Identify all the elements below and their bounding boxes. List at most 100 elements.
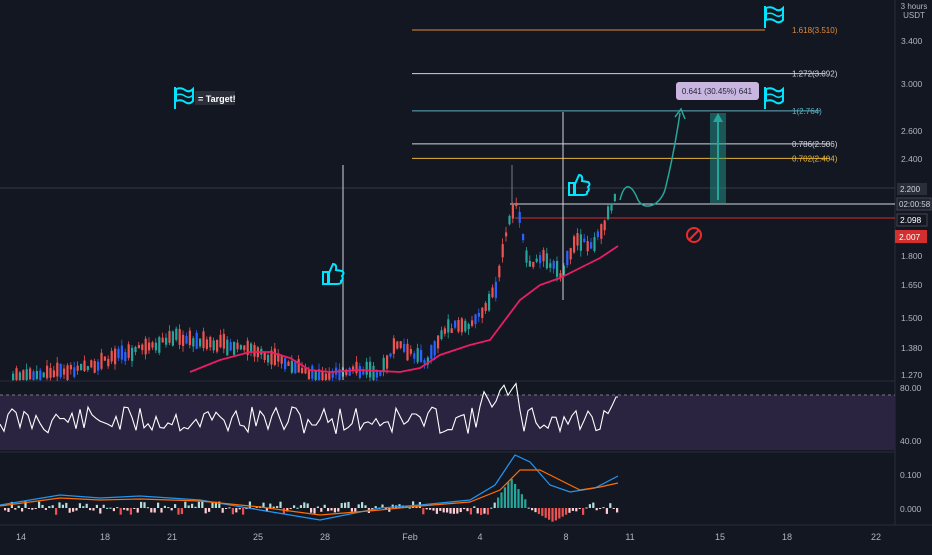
price-tick-label: 1.380 (901, 343, 923, 353)
macd-histogram-bar (7, 508, 10, 512)
macd-histogram-bar (112, 508, 115, 512)
candle (440, 330, 443, 339)
time-tick-label: 28 (320, 532, 330, 542)
macd-histogram-bar (469, 508, 472, 515)
time-tick-label: 15 (715, 532, 725, 542)
flag-icon (174, 86, 194, 109)
macd-histogram-bar (571, 508, 574, 511)
macd-histogram-bar (21, 508, 24, 512)
candle (195, 332, 198, 349)
candle (454, 320, 457, 328)
macd-histogram-bar (493, 502, 496, 508)
no-entry-icon (686, 227, 702, 243)
macd-histogram-bar (129, 508, 132, 515)
macd-histogram-bar (588, 504, 591, 508)
macd-histogram-bar (123, 508, 126, 510)
macd-histogram-bar (605, 508, 608, 514)
candle (212, 340, 215, 351)
macd-histogram-bar (214, 501, 217, 508)
candle (501, 244, 504, 258)
macd-histogram-bar (170, 508, 173, 511)
macd-histogram-bar (561, 508, 564, 517)
time-tick-label: 8 (563, 532, 568, 542)
candle (382, 357, 385, 373)
countdown-box (896, 197, 932, 211)
macd-histogram-bar (197, 501, 200, 508)
macd-histogram-bar (476, 508, 479, 514)
macd-histogram-bar (65, 502, 68, 508)
macd-histogram-bar (486, 508, 489, 515)
candle (596, 231, 599, 238)
candle (73, 367, 76, 377)
macd-histogram-bar (473, 506, 476, 508)
candle (236, 342, 239, 350)
fib-label: 0.702(2.404) (792, 154, 838, 163)
macd-histogram-bar (347, 501, 350, 508)
time-tick-label: 21 (167, 532, 177, 542)
time-tick-label: 11 (625, 532, 634, 542)
macd-histogram-bar (463, 508, 466, 510)
macd-histogram-bar (344, 502, 347, 508)
candle (535, 258, 538, 262)
macd-histogram-bar (592, 502, 595, 508)
macd-histogram-bar (235, 508, 238, 513)
macd-histogram-bar (126, 508, 129, 511)
macd-histogram-bar (167, 507, 170, 509)
macd-histogram-bar (146, 507, 149, 509)
candle (491, 287, 494, 298)
macd-histogram-bar (106, 507, 109, 509)
candle (192, 338, 195, 347)
macd-histogram-bar (582, 508, 585, 515)
candle (100, 352, 103, 369)
macd-histogram-bar (446, 508, 449, 513)
candle (250, 343, 253, 352)
candle (579, 234, 582, 251)
candle (29, 368, 32, 380)
candle (134, 346, 137, 353)
macd-histogram-bar (456, 508, 459, 514)
macd-histogram-bar (364, 505, 367, 508)
macd-histogram-bar (442, 508, 445, 513)
candle (280, 355, 283, 364)
candle (600, 224, 603, 239)
candle (508, 215, 511, 225)
macd-histogram-bar (201, 501, 204, 508)
candle (171, 331, 174, 346)
candle (154, 342, 157, 351)
price-tick-label: 3.000 (901, 79, 923, 89)
candle (328, 372, 331, 380)
candle (545, 253, 548, 269)
candle (233, 341, 236, 355)
macd-histogram-bar (31, 508, 34, 510)
measure-label-box (676, 82, 759, 100)
candle (93, 360, 96, 373)
time-axis: 14 18 21 25 28 Feb 4 8 11 15 18 22 (16, 532, 881, 542)
candle (229, 342, 232, 351)
candle (294, 361, 297, 374)
macd-histogram-bar (310, 508, 313, 513)
thumb-hand (574, 173, 591, 196)
macd-histogram-bar (48, 506, 51, 508)
candle (161, 337, 164, 343)
macd-histogram-bar (609, 503, 612, 508)
candle (263, 351, 266, 361)
candle (467, 324, 470, 330)
candle (307, 369, 310, 380)
last-price-label: 2.098 (900, 215, 922, 225)
macd-histogram-bar (296, 507, 299, 509)
macd-histogram-bar (527, 507, 530, 509)
macd-histogram-bar (109, 507, 112, 509)
projection-arrowhead (674, 107, 686, 120)
macd-histogram-bar (452, 508, 455, 514)
candle (528, 260, 531, 267)
macd-histogram-bar (279, 501, 282, 508)
candle (117, 348, 120, 359)
macd-histogram-bar (313, 508, 316, 514)
time-tick-label: 25 (253, 532, 263, 542)
flag-check (765, 12, 784, 18)
macd-histogram-bar (585, 507, 588, 509)
candle (430, 345, 433, 359)
candle (413, 353, 416, 359)
time-tick-label: 4 (477, 532, 482, 542)
